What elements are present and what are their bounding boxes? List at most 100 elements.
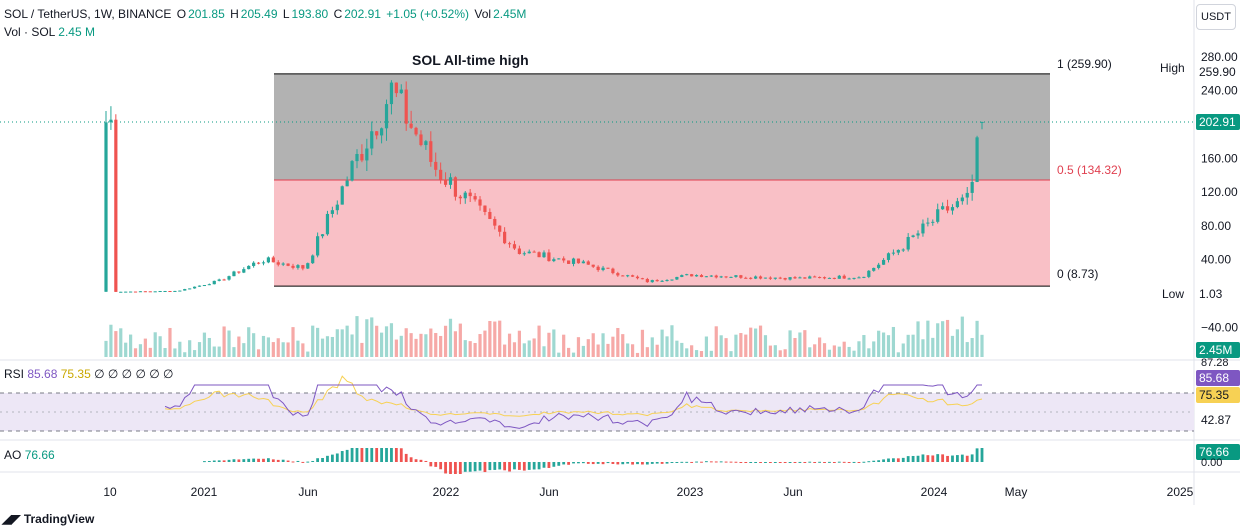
candle-body bbox=[153, 291, 157, 293]
tradingview-logo[interactable]: ◢◤ TradingView bbox=[2, 512, 95, 526]
ao-bar bbox=[906, 456, 910, 462]
volume-bar bbox=[453, 331, 458, 357]
candle-body bbox=[261, 262, 266, 264]
ao-bar bbox=[321, 458, 324, 462]
candle-body bbox=[778, 277, 782, 279]
ao-bar bbox=[291, 461, 295, 463]
ao-bar bbox=[901, 457, 905, 462]
volume-bar bbox=[330, 336, 334, 357]
ao-bar bbox=[247, 458, 251, 462]
ao-bar bbox=[867, 461, 871, 463]
volume-bar bbox=[271, 342, 275, 357]
ao-bar bbox=[655, 462, 659, 464]
rsi-tag: 85.68 bbox=[1199, 371, 1229, 385]
volume-legend: Vol · SOL 2.45 M bbox=[4, 25, 95, 39]
candle-body bbox=[916, 233, 920, 236]
ao-bar bbox=[941, 454, 945, 462]
volume-bar bbox=[557, 352, 561, 357]
candle-body bbox=[783, 278, 787, 280]
candle-body bbox=[817, 277, 822, 279]
volume-bar bbox=[458, 323, 462, 357]
ao-bar bbox=[670, 462, 674, 463]
candle-body bbox=[739, 275, 743, 278]
ao-bar bbox=[552, 462, 556, 467]
x-tick-label: 2022 bbox=[433, 485, 460, 499]
ao-bar bbox=[734, 461, 738, 463]
currency-button[interactable]: USDT bbox=[1196, 4, 1236, 30]
candle-body bbox=[808, 276, 812, 279]
y-tick-label: 120.00 bbox=[1201, 185, 1238, 199]
tradingview-icon: ◢◤ bbox=[2, 512, 21, 526]
ao-bar bbox=[690, 461, 694, 463]
candle-body bbox=[921, 223, 925, 234]
volume-bar bbox=[650, 337, 654, 357]
ao-bar bbox=[350, 448, 354, 462]
volume-bar bbox=[896, 352, 900, 357]
candle-body bbox=[729, 276, 733, 278]
volume-value: 2.45M bbox=[493, 7, 527, 21]
symbol-title[interactable]: SOL / TetherUS, 1W, BINANCE bbox=[4, 7, 172, 21]
fib-zone-lower bbox=[274, 179, 1050, 287]
candle-body bbox=[665, 280, 669, 282]
ao-bar bbox=[636, 462, 639, 465]
candle-body bbox=[542, 252, 546, 258]
candle-body bbox=[439, 169, 443, 180]
candle-body bbox=[468, 192, 472, 197]
volume-bar bbox=[813, 344, 817, 357]
volume-bar bbox=[724, 338, 728, 357]
ao-bar bbox=[394, 448, 398, 462]
candle-body bbox=[562, 258, 566, 261]
volume-bar bbox=[965, 342, 969, 357]
ao-bar bbox=[842, 461, 846, 463]
volume-bar bbox=[424, 334, 428, 357]
volume-bar bbox=[365, 319, 369, 357]
volume-bar bbox=[640, 329, 645, 357]
volume-bar bbox=[232, 347, 236, 357]
candle-body bbox=[690, 274, 694, 277]
volume-bar bbox=[311, 325, 315, 357]
volume-bar bbox=[571, 352, 576, 357]
candle-body bbox=[281, 263, 285, 265]
candle-body bbox=[168, 291, 172, 293]
volume-bar bbox=[325, 336, 330, 357]
volume-bar bbox=[143, 338, 147, 357]
ao-bar bbox=[222, 460, 226, 462]
candle-body bbox=[316, 236, 320, 256]
volume-bar bbox=[793, 338, 797, 357]
candle-body bbox=[330, 210, 334, 214]
ao-bar bbox=[936, 454, 940, 462]
volume-bar bbox=[975, 320, 979, 357]
candle-body bbox=[798, 277, 802, 279]
ao-bar bbox=[818, 461, 821, 463]
volume-bar bbox=[522, 343, 526, 357]
candle-body bbox=[517, 248, 521, 254]
candle-body bbox=[389, 82, 394, 105]
ao-bar bbox=[557, 462, 561, 466]
ao-bar bbox=[478, 462, 482, 471]
candle-body bbox=[188, 288, 192, 290]
volume-bar bbox=[153, 332, 157, 357]
candle-body bbox=[306, 263, 310, 269]
candle-body bbox=[591, 264, 595, 267]
ath-annotation: SOL All-time high bbox=[412, 52, 529, 68]
volume-bar bbox=[714, 326, 718, 357]
volume-bar bbox=[699, 351, 704, 357]
volume-bar bbox=[906, 334, 910, 357]
volume-bar bbox=[690, 345, 694, 357]
y-tick-label: 40.00 bbox=[1201, 253, 1231, 267]
volume-bar bbox=[763, 335, 768, 357]
ao-bar bbox=[955, 455, 959, 462]
last-price-tag: 202.91 bbox=[1199, 115, 1236, 129]
candle-body bbox=[434, 161, 438, 170]
y-tick-label: 240.00 bbox=[1201, 84, 1238, 98]
ao-bar bbox=[852, 461, 856, 463]
volume-bar bbox=[788, 330, 792, 357]
candle-body bbox=[862, 276, 866, 278]
ao-bar bbox=[754, 462, 758, 463]
volume-bar bbox=[872, 341, 876, 357]
candle-body bbox=[630, 275, 635, 277]
ao-bar bbox=[522, 462, 526, 471]
volume-bar bbox=[227, 330, 231, 357]
ao-bar bbox=[296, 460, 300, 462]
